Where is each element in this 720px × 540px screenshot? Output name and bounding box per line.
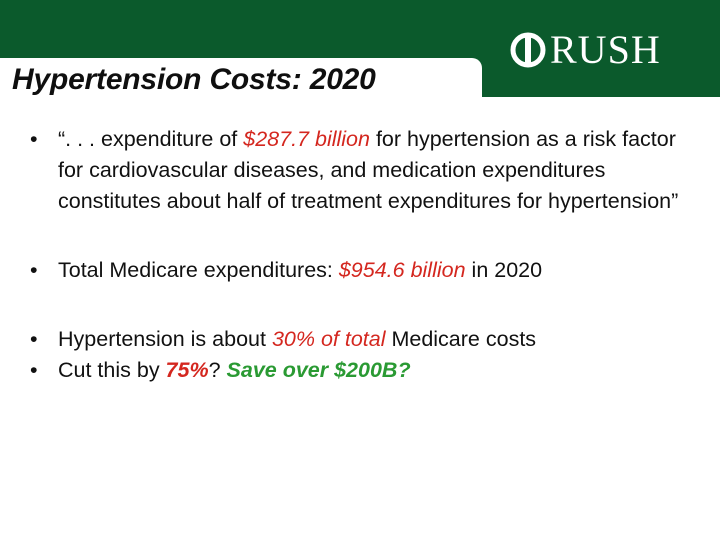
highlight-percent: 30% of total — [271, 327, 386, 351]
rush-logo: RUSH — [510, 28, 661, 72]
bullet-text-pre: “. . . expenditure of — [58, 127, 244, 151]
bullet-text-post: in 2020 — [465, 258, 543, 282]
bullet-text-post: Medicare costs — [385, 327, 537, 351]
bullet-item-4: • Cut this by 75%? Save over $200B? — [30, 355, 690, 386]
bullet-item-1: • “. . . expenditure of $287.7 billion f… — [30, 124, 690, 217]
bullet-list: • “. . . expenditure of $287.7 billion f… — [30, 124, 690, 386]
bullet-text: Total Medicare expenditures: $954.6 bill… — [58, 255, 690, 286]
bullet-marker: • — [30, 258, 38, 282]
title-tab — [0, 58, 482, 101]
highlight-percent: 75% — [165, 358, 209, 382]
rush-logo-mark-icon — [510, 32, 546, 68]
bullet-text-pre: Hypertension is about — [58, 327, 272, 351]
bullet-marker: • — [30, 127, 38, 151]
bullet-item-3: • Hypertension is about 30% of total Med… — [30, 324, 690, 355]
bullet-text-mid: ? — [208, 358, 227, 382]
highlight-amount: $287.7 billion — [243, 127, 370, 151]
bullet-text-post: for hypertension as a risk factor for ca… — [58, 127, 679, 213]
highlight-savings: Save over $200B? — [226, 358, 411, 382]
bullet-text: “. . . expenditure of $287.7 billion for… — [58, 124, 690, 217]
bullet-marker: • — [30, 358, 38, 382]
bullet-text-pre: Cut this by — [58, 358, 166, 382]
highlight-amount: $954.6 billion — [338, 258, 466, 282]
bullet-text-pre: Total Medicare expenditures: — [58, 258, 339, 282]
page-title: Hypertension Costs: 2020 — [12, 63, 376, 96]
logo-text: RUSH — [550, 27, 661, 72]
bullet-marker: • — [30, 327, 38, 351]
bullet-text: Cut this by 75%? Save over $200B? — [58, 355, 690, 386]
bullet-text: Hypertension is about 30% of total Medic… — [58, 324, 690, 355]
bullet-item-2: • Total Medicare expenditures: $954.6 bi… — [30, 255, 690, 286]
